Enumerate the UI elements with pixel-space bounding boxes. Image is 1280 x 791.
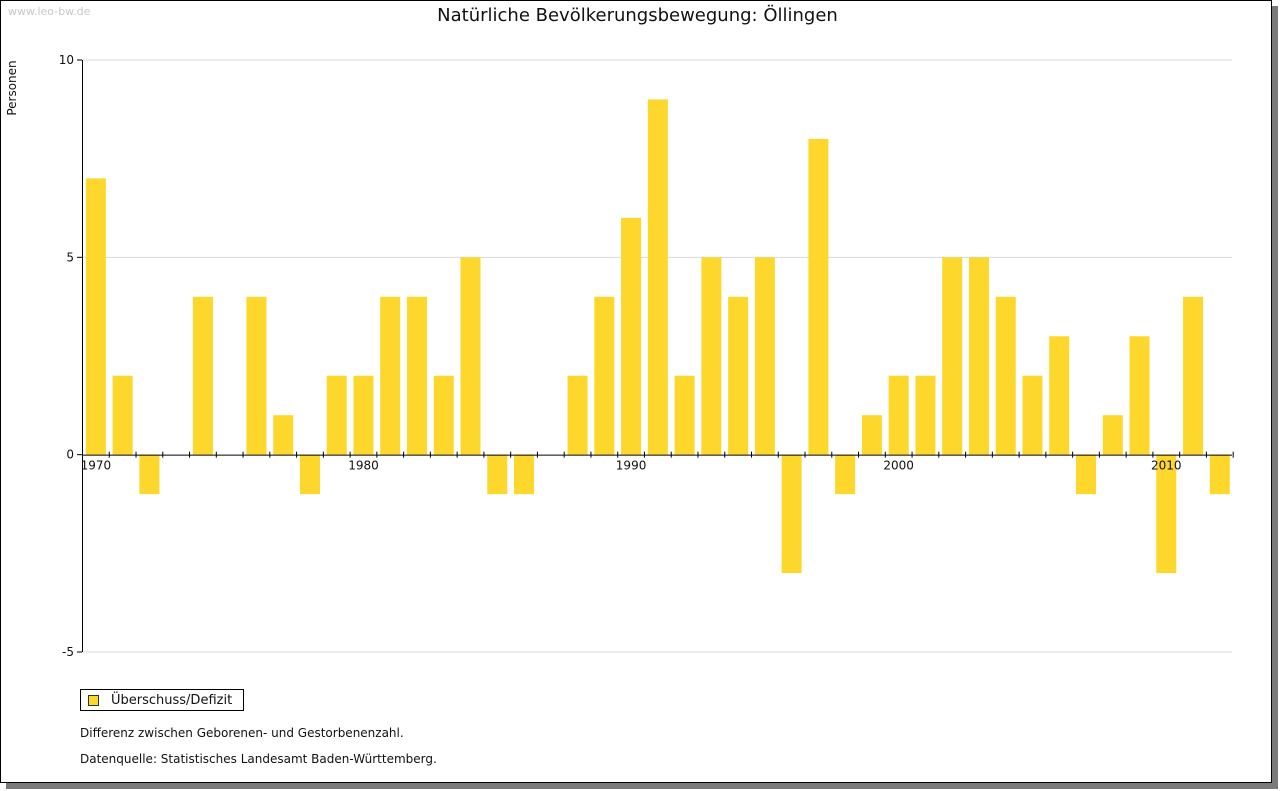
bar-2001 xyxy=(915,375,936,455)
bar-1984 xyxy=(460,257,481,455)
bar-1985 xyxy=(487,454,508,495)
legend-label: Überschuss/Defizit xyxy=(111,692,233,708)
y-tick-label: 10 xyxy=(59,53,74,67)
bar-1979 xyxy=(326,375,347,455)
y-tick-label: 0 xyxy=(66,448,74,462)
bar-1983 xyxy=(433,375,454,455)
bar-2012 xyxy=(1209,454,1230,495)
bar-1990 xyxy=(621,217,642,455)
bar-1993 xyxy=(701,257,722,455)
bar-2000 xyxy=(888,375,909,455)
bar-2009 xyxy=(1129,336,1150,455)
y-tick-label: 5 xyxy=(66,250,74,264)
bar-1976 xyxy=(246,296,267,455)
bar-2006 xyxy=(1049,336,1070,455)
bar-1989 xyxy=(594,296,615,455)
bar-2011 xyxy=(1183,296,1204,455)
bar-2007 xyxy=(1076,454,1096,495)
bar-2004 xyxy=(995,296,1016,455)
footnote: Differenz zwischen Geborenen- und Gestor… xyxy=(80,726,404,740)
bar-1980 xyxy=(353,375,374,455)
bar-2002 xyxy=(942,257,963,455)
bar-1974 xyxy=(192,296,213,455)
bars xyxy=(85,99,1230,574)
bar-1991 xyxy=(647,99,668,455)
x-tick-label: 2010 xyxy=(1151,459,1182,473)
bar-1972 xyxy=(139,454,160,495)
x-tick-label: 1970 xyxy=(81,459,112,473)
bar-1978 xyxy=(299,454,320,495)
bar-2010 xyxy=(1156,454,1177,574)
bar-1971 xyxy=(112,375,133,455)
bar-1999 xyxy=(861,415,882,455)
y-tick-label: -5 xyxy=(62,645,74,659)
tick-labels: 10 5 0 -5 1970 1980 1990 2000 2010 xyxy=(59,53,1182,659)
bar-1994 xyxy=(728,296,749,455)
watermark: www.leo-bw.de xyxy=(8,5,91,18)
bar-1996 xyxy=(781,454,802,574)
x-tick-label: 1990 xyxy=(616,459,647,473)
axes xyxy=(77,59,1234,653)
bar-2005 xyxy=(1022,375,1043,455)
bar-2008 xyxy=(1102,415,1123,455)
bar-1986 xyxy=(514,454,535,495)
bar-1981 xyxy=(380,296,401,455)
legend-swatch xyxy=(88,694,99,706)
chart-title: Natürliche Bevölkerungsbewegung: Öllinge… xyxy=(437,5,838,26)
bar-1998 xyxy=(835,454,856,495)
bar-1970 xyxy=(85,178,106,455)
legend: Überschuss/Defizit xyxy=(80,689,245,711)
bar-1995 xyxy=(754,257,775,455)
source-note: Datenquelle: Statistisches Landesamt Bad… xyxy=(80,752,437,766)
bar-2003 xyxy=(968,257,989,455)
bar-1997 xyxy=(808,138,829,455)
x-tick-label: 2000 xyxy=(883,459,914,473)
x-tick-label: 1980 xyxy=(348,459,379,473)
bar-1988 xyxy=(567,375,588,455)
bar-1982 xyxy=(407,296,427,455)
bar-1992 xyxy=(674,375,695,455)
bar-1977 xyxy=(273,415,294,455)
